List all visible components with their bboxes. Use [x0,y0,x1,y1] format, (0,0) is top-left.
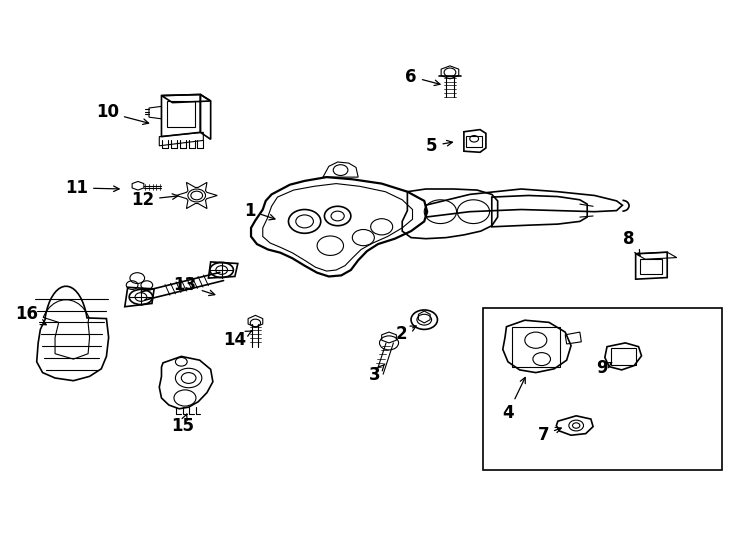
Text: 11: 11 [65,179,119,197]
Text: 5: 5 [426,137,452,155]
Text: 7: 7 [537,426,562,444]
Text: 6: 6 [405,68,440,86]
Text: 9: 9 [596,359,611,377]
Text: 1: 1 [244,201,275,220]
Bar [167,101,195,127]
Bar [512,327,560,367]
Text: 3: 3 [368,364,385,384]
Text: 10: 10 [96,103,149,124]
Text: 8: 8 [623,230,640,255]
Text: 15: 15 [171,414,194,435]
Text: 13: 13 [173,276,215,295]
Text: 4: 4 [502,377,526,422]
Bar [611,348,636,364]
Bar [466,136,482,147]
Bar [640,259,662,274]
Text: 16: 16 [15,305,46,325]
Bar [483,308,722,470]
Text: 2: 2 [396,325,416,343]
Text: 12: 12 [131,191,178,209]
Text: 14: 14 [222,331,252,349]
